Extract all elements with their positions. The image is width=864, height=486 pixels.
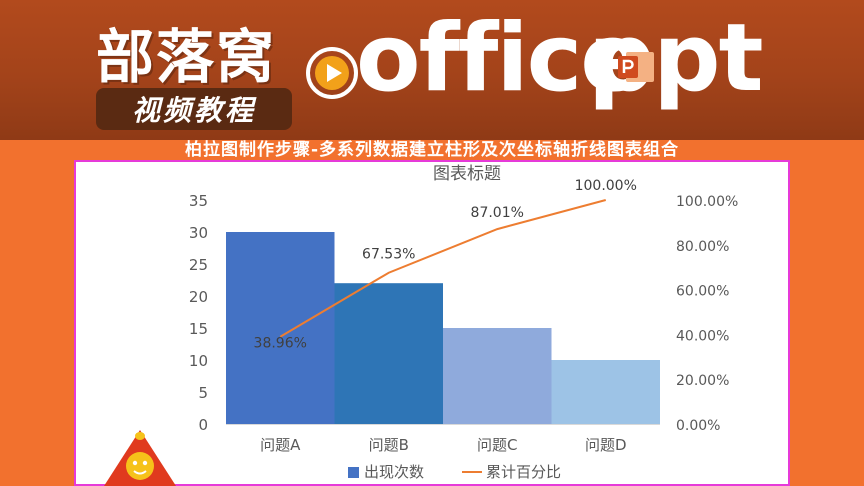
bar-1 <box>334 283 443 424</box>
y-right-tick-label: 60.00% <box>676 284 729 300</box>
y-left-tick-label: 30 <box>189 224 208 242</box>
x-tick-label: 问题B <box>369 436 409 454</box>
y-left-tick-label: 10 <box>189 352 208 370</box>
cumulative-line <box>279 199 607 338</box>
legend-bar-swatch <box>348 467 359 478</box>
video-tutorial-tag: 视频教程 <box>96 88 292 130</box>
data-label: 67.53% <box>362 247 415 263</box>
y-left-tick-label: 20 <box>189 288 208 306</box>
x-tick-label: 问题C <box>477 436 517 454</box>
data-label: 87.01% <box>471 205 524 221</box>
bar-2 <box>443 328 552 424</box>
x-tick-label: 问题D <box>585 436 627 454</box>
brand-office-word: office <box>356 4 644 113</box>
y-right-tick-label: 40.00% <box>676 328 729 344</box>
y-right-tick-label: 0.00% <box>676 418 720 434</box>
play-circle-icon <box>306 47 358 99</box>
y-left-tick-label: 25 <box>189 256 208 274</box>
x-tick-label: 问题A <box>260 436 301 454</box>
legend-bar-label: 出现次数 <box>364 463 424 481</box>
y-left-tick-label: 5 <box>198 384 208 402</box>
y-right-tick-label: 80.00% <box>676 239 729 255</box>
data-label: 38.96% <box>254 336 307 352</box>
y-right-tick-label: 100.00% <box>676 194 738 210</box>
powerpoint-icon <box>618 52 654 82</box>
brand-logo-text: 部落窝 <box>96 23 277 91</box>
legend-line-label: 累计百分比 <box>486 463 561 481</box>
brand-ppt-word: ppt <box>588 4 764 113</box>
y-right-tick-label: 20.00% <box>676 373 729 389</box>
pareto-chart: 图表标题 0 5 10 15 20 25 30 35 0.00% 20.00% 40.00% 60.0… <box>189 164 738 481</box>
chart-title: 图表标题 <box>433 164 501 184</box>
y-left-tick-label: 0 <box>198 416 208 434</box>
bar-3 <box>551 360 660 424</box>
lesson-subtitle: 柏拉图制作步骤-多系列数据建立柱形及次坐标轴折线图表组合 <box>184 140 680 160</box>
bar-0 <box>226 232 335 424</box>
data-label: 100.00% <box>575 178 637 194</box>
mascot-logo-icon <box>104 430 176 486</box>
y-left-tick-label: 15 <box>189 320 208 338</box>
chart-area[interactable]: 图表标题 0 5 10 15 20 25 30 35 0.00% 20.00% 40.00% 60.0… <box>74 160 790 486</box>
y-left-tick-label: 35 <box>189 192 208 210</box>
